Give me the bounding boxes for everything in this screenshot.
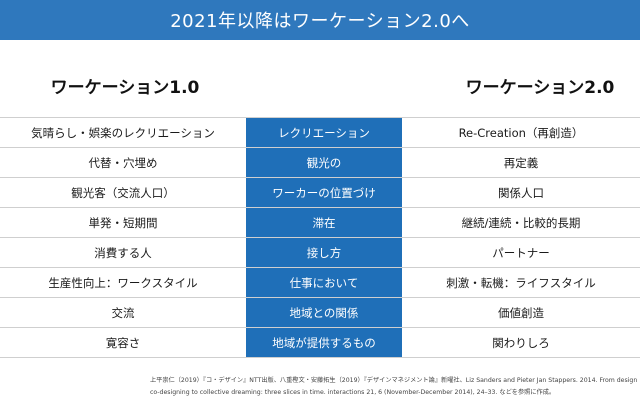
left-cell: 消費する人 <box>94 245 152 260</box>
footnote-line: co-designing to collective dreaming: thr… <box>150 389 556 396</box>
middle-cell: ワーカーの位置づけ <box>246 178 402 207</box>
table-row: 生産性向上：ワークスタイル 仕事において 刺激・転機：ライフスタイル <box>0 267 640 297</box>
left-cell: 観光客（交流人口） <box>71 185 175 200</box>
page-title: 2021年以降はワーケーション2.0へ <box>170 11 470 32</box>
middle-cell: 観光の <box>246 148 402 177</box>
comparison-table: 気晴らし・娯楽のレクリエーション レクリエーション Re-Creation（再創… <box>0 117 640 358</box>
source-footnote: 上平崇仁（2019）『コ・デザイン』NTT出版、八重樫文・安藤拓生（2019）『… <box>150 375 640 399</box>
left-cell: 寛容さ <box>105 335 141 350</box>
middle-cell: 地域との関係 <box>246 298 402 327</box>
right-cell: 再定義 <box>503 155 539 170</box>
left-cell: 生産性向上：ワークスタイル <box>48 275 198 290</box>
right-cell: 刺激・転機：ライフスタイル <box>446 275 596 290</box>
table-row: 観光客（交流人口） ワーカーの位置づけ 関係人口 <box>0 177 640 207</box>
right-cell: 価値創造 <box>498 305 544 320</box>
left-column-heading: ワーケーション1.0 <box>50 78 200 98</box>
table-row: 消費する人 接し方 パートナー <box>0 237 640 267</box>
table-row: 気晴らし・娯楽のレクリエーション レクリエーション Re-Creation（再創… <box>0 117 640 147</box>
left-cell: 交流 <box>111 305 135 320</box>
table-row: 寛容さ 地域が提供するもの 関わりしろ <box>0 327 640 358</box>
middle-cell: レクリエーション <box>246 118 402 147</box>
left-cell: 単発・短期間 <box>88 215 158 230</box>
left-cell: 代替・穴埋め <box>88 155 158 170</box>
right-cell: 継続/連続・比較的長期 <box>461 215 581 230</box>
left-cell: 気晴らし・娯楽のレクリエーション <box>31 125 215 140</box>
table-row: 単発・短期間 滞在 継続/連続・比較的長期 <box>0 207 640 237</box>
middle-cell: 地域が提供するもの <box>246 328 402 357</box>
table-row: 代替・穴埋め 観光の 再定義 <box>0 147 640 177</box>
middle-cell: 仕事において <box>246 268 402 297</box>
right-cell: 関係人口 <box>498 185 544 200</box>
right-cell: Re-Creation（再創造） <box>458 125 584 140</box>
table-row: 交流 地域との関係 価値創造 <box>0 297 640 327</box>
middle-cell: 滞在 <box>246 208 402 237</box>
footnote-line: 上平崇仁（2019）『コ・デザイン』NTT出版、八重樫文・安藤拓生（2019）『… <box>150 377 638 384</box>
right-cell: パートナー <box>492 245 550 260</box>
right-cell: 関わりしろ <box>492 335 550 350</box>
middle-cell: 接し方 <box>246 238 402 267</box>
title-bar: 2021年以降はワーケーション2.0へ <box>0 0 640 40</box>
right-column-heading: ワーケーション2.0 <box>465 78 615 98</box>
